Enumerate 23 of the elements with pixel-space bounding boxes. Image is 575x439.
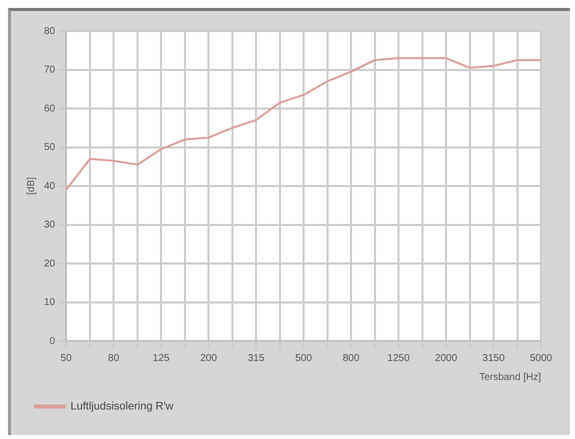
y-tick-label: 50: [44, 142, 56, 153]
x-axis-title: Tersband [Hz]: [479, 372, 542, 383]
legend-label: Luftljudsisolering R'w: [70, 400, 174, 413]
x-tick-label: 125: [152, 352, 170, 364]
y-tick-label: 10: [44, 297, 56, 308]
y-tick-label: 0: [50, 336, 56, 347]
x-tick-label: 800: [342, 352, 360, 364]
y-axis-title: [dB]: [26, 176, 37, 195]
x-tick-label: 5000: [530, 352, 553, 364]
y-tick-label: 70: [44, 64, 56, 76]
x-tick-label: 3150: [482, 352, 506, 364]
x-tick-label: 50: [60, 352, 72, 364]
y-tick-label: 20: [44, 258, 56, 270]
x-tick-label: 1250: [387, 352, 410, 364]
x-tick-label: 500: [295, 352, 312, 364]
y-tick-label: 30: [44, 220, 56, 230]
x-tick-label: 2000: [434, 352, 458, 364]
x-tick-label: 315: [248, 352, 265, 364]
x-tick-label: 200: [200, 352, 218, 364]
y-tick-label: 40: [44, 180, 56, 192]
y-tick-label: 80: [44, 26, 56, 37]
x-tick-label: 80: [108, 352, 120, 364]
y-tick-label: 60: [44, 103, 56, 114]
